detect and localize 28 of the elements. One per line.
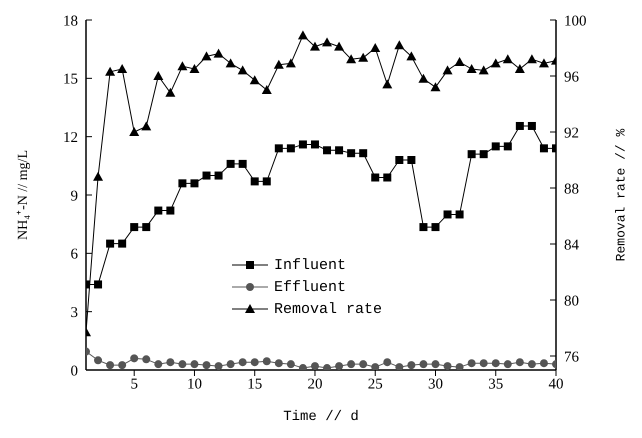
x-tick-label: 40 bbox=[548, 376, 564, 393]
x-tick-label: 25 bbox=[368, 376, 383, 393]
x-tick-label: 35 bbox=[488, 376, 504, 393]
y2-tick-label: 100 bbox=[564, 13, 586, 30]
x-tick-label: 30 bbox=[428, 376, 443, 393]
y-tick-label: 15 bbox=[63, 72, 78, 88]
legend-label: Effluent bbox=[274, 278, 346, 296]
y-tick-label: 9 bbox=[70, 188, 78, 204]
y2-tick-label: 76 bbox=[564, 349, 580, 366]
y-tick-label: 12 bbox=[63, 130, 78, 146]
y-tick-label: 18 bbox=[63, 13, 78, 30]
y-tick-label: 0 bbox=[70, 363, 78, 380]
y2-tick-label: 96 bbox=[564, 69, 580, 86]
y2-axis-title: Removal rate // % bbox=[614, 128, 629, 262]
x-tick-label: 15 bbox=[247, 376, 262, 393]
y2-tick-label: 80 bbox=[564, 293, 579, 310]
x-tick-label: 5 bbox=[130, 376, 138, 393]
y2-tick-label: 88 bbox=[564, 181, 579, 198]
legend-label: Influent bbox=[274, 256, 346, 274]
x-tick-label: 20 bbox=[307, 376, 322, 393]
y-tick-label: 6 bbox=[70, 246, 78, 263]
y-tick-label: 3 bbox=[70, 304, 78, 321]
legend-label: Removal rate bbox=[274, 300, 382, 318]
y2-tick-label: 84 bbox=[564, 237, 580, 254]
y2-tick-label: 92 bbox=[564, 125, 579, 142]
y-axis-title: NH₄⁺-N // mg/L bbox=[16, 150, 31, 240]
x-tick-label: 10 bbox=[186, 376, 202, 393]
x-axis-title: Time // d bbox=[283, 409, 359, 425]
